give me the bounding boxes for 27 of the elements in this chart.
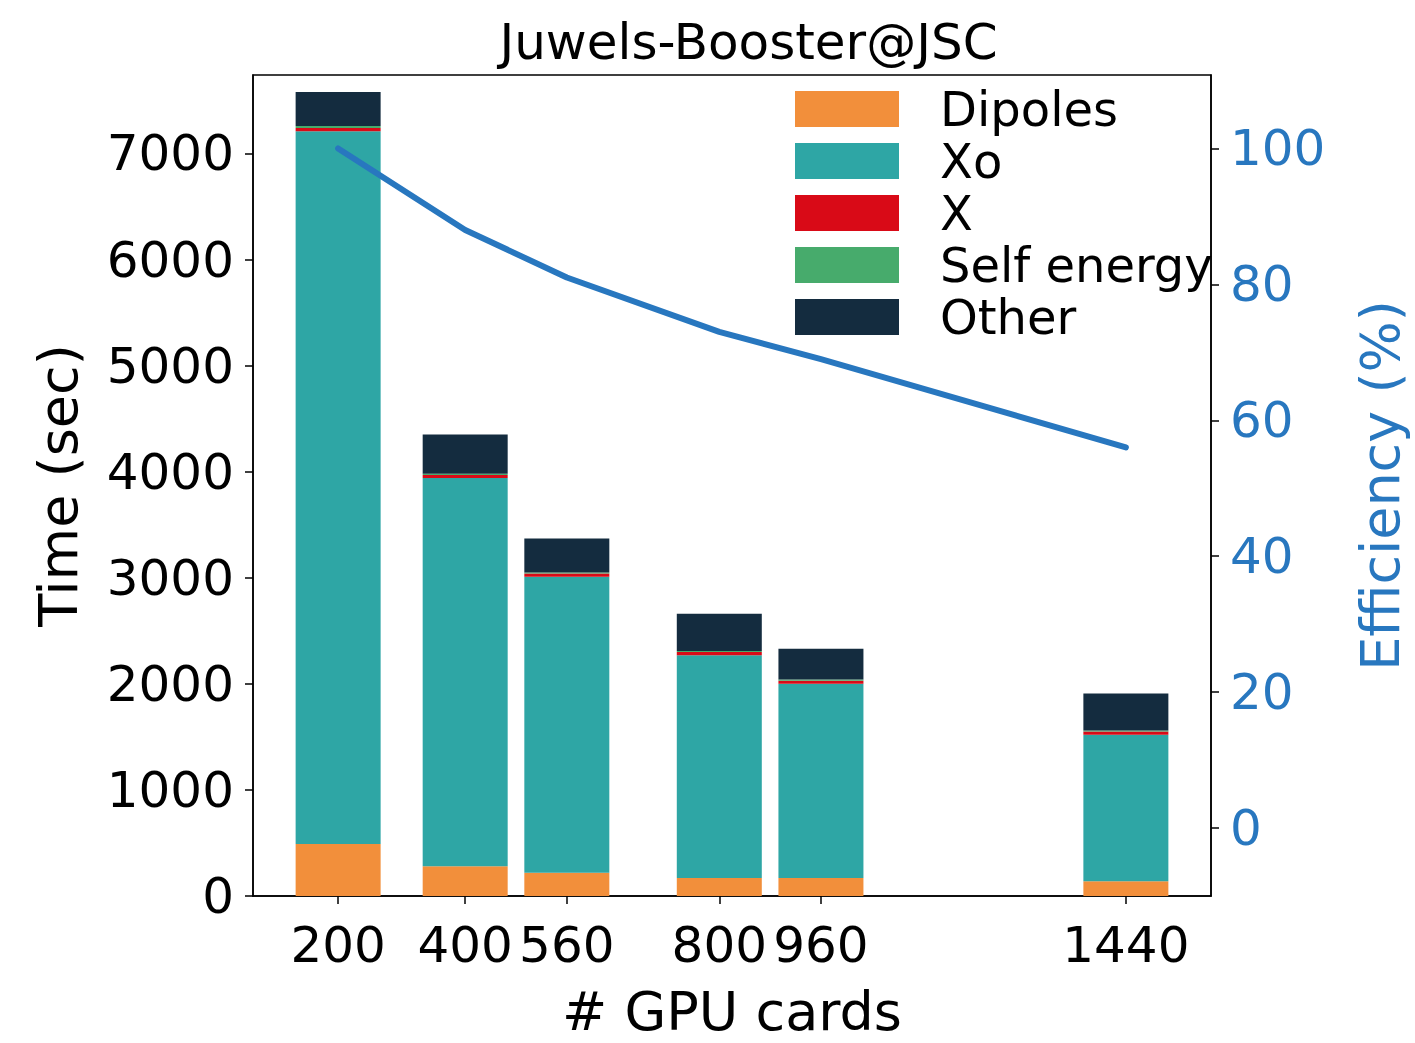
y2-tick-label: 20 [1230, 663, 1294, 722]
y-tick-label: 5000 [106, 336, 234, 395]
x-tick-label: 560 [519, 916, 615, 974]
x-tick-label: 960 [773, 916, 869, 974]
y-tick-label: 0 [202, 867, 234, 925]
y2-tick-label: 0 [1230, 799, 1262, 858]
y-tick-label: 2000 [106, 654, 234, 713]
y-axis-title: Time (sec) [26, 344, 90, 628]
y-tick-label: 7000 [106, 124, 234, 183]
x-tick-label: 800 [671, 916, 768, 974]
y-tick-label: 6000 [106, 230, 234, 289]
legend-label: Other [940, 289, 1077, 345]
chart-title: Juwels-Booster@JSC [496, 13, 998, 71]
y-tick-label: 4000 [106, 442, 234, 501]
legend-label: X [940, 185, 973, 241]
y-tick-label: 1000 [106, 760, 234, 819]
x-tick-label: 1440 [1062, 916, 1190, 974]
y-tick-label: 3000 [106, 548, 234, 607]
legend-label: Dipoles [940, 81, 1119, 137]
y2-tick-label: 80 [1230, 255, 1294, 314]
y2-tick-label: 100 [1230, 119, 1326, 178]
y2-axis-title: Efficiency (%) [1348, 300, 1412, 671]
x-tick-label: 200 [290, 916, 386, 974]
x-tick-label: 400 [417, 916, 513, 974]
y2-tick-label: 40 [1230, 527, 1294, 586]
x-axis-title: # GPU cards [562, 979, 902, 1043]
y2-tick-label: 60 [1230, 391, 1294, 450]
